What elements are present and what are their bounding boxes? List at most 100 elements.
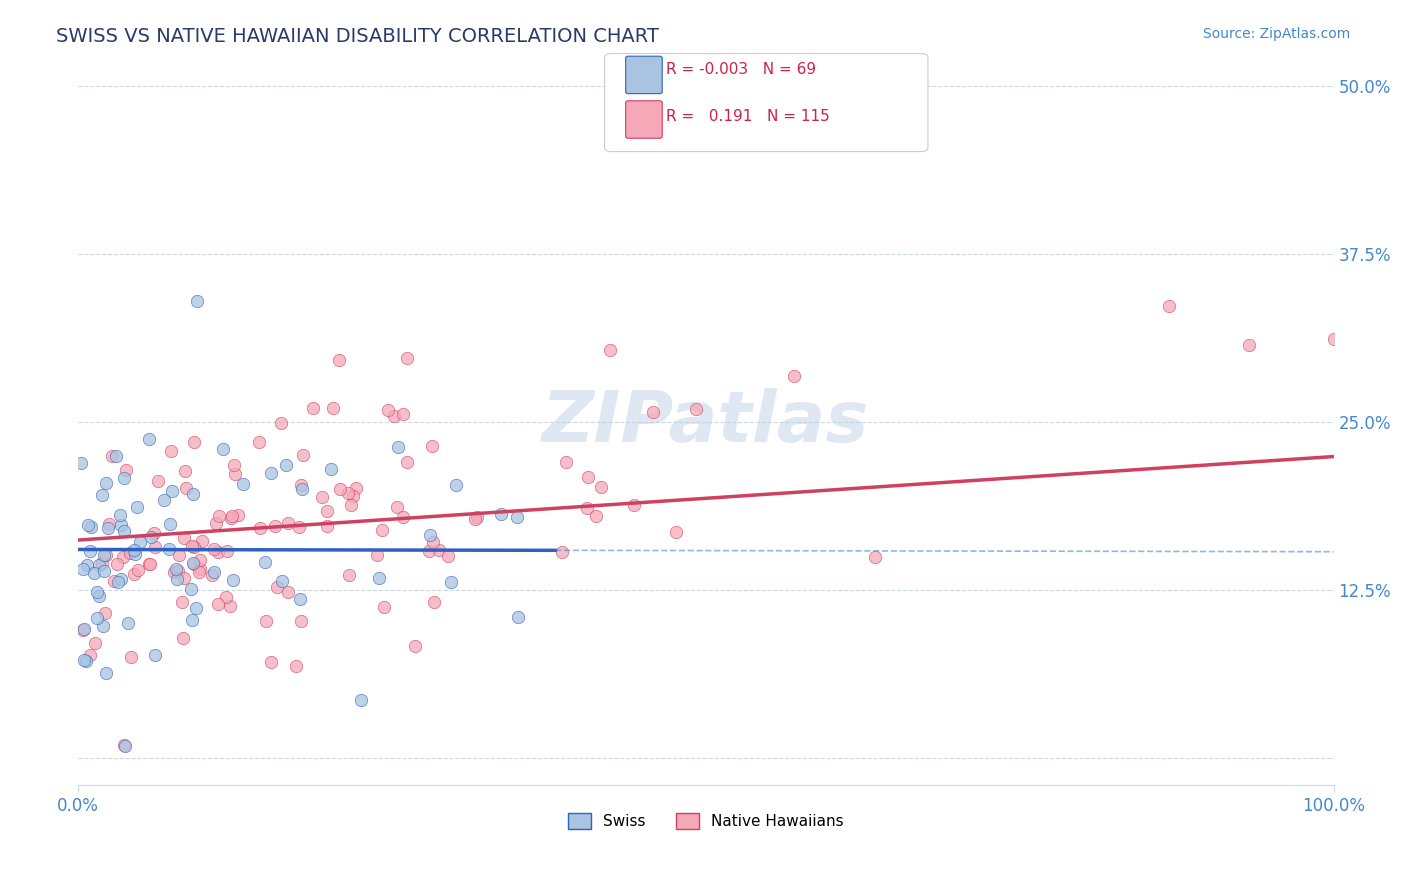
Point xyxy=(599,343,621,357)
Point xyxy=(72,562,94,576)
Point xyxy=(291,449,314,463)
Point xyxy=(208,508,231,523)
Point xyxy=(93,564,115,578)
Point xyxy=(91,556,114,570)
Point xyxy=(222,458,245,472)
Point xyxy=(129,535,152,549)
Point xyxy=(337,485,360,500)
Point xyxy=(290,478,312,492)
Point xyxy=(207,597,229,611)
Point xyxy=(186,293,208,308)
Point xyxy=(350,692,373,706)
Point xyxy=(138,557,160,571)
Text: R = -0.003   N = 69: R = -0.003 N = 69 xyxy=(666,62,817,77)
Point xyxy=(174,481,197,495)
Point xyxy=(277,516,299,530)
Point xyxy=(163,565,186,579)
Point xyxy=(167,564,190,578)
Point xyxy=(160,443,183,458)
Point xyxy=(91,619,114,633)
Point xyxy=(174,464,197,478)
Point xyxy=(427,543,450,558)
Point xyxy=(112,471,135,485)
Point xyxy=(89,589,111,603)
Point xyxy=(73,622,96,636)
Text: SWISS VS NATIVE HAWAIIAN DISABILITY CORRELATION CHART: SWISS VS NATIVE HAWAIIAN DISABILITY CORR… xyxy=(56,27,659,45)
Point xyxy=(465,510,488,524)
Point xyxy=(153,493,176,508)
Point xyxy=(491,507,513,521)
Point xyxy=(173,531,195,545)
Point xyxy=(392,407,415,421)
Point xyxy=(274,458,297,472)
Point xyxy=(685,402,707,417)
Point xyxy=(115,463,138,477)
Point xyxy=(79,648,101,662)
Point xyxy=(226,508,249,523)
Point xyxy=(138,433,160,447)
Point xyxy=(94,476,117,491)
Point xyxy=(146,474,169,488)
Point xyxy=(1322,332,1344,346)
Point xyxy=(266,580,288,594)
Point xyxy=(97,521,120,535)
Point xyxy=(382,409,405,423)
Legend: Swiss, Native Hawaiians: Swiss, Native Hawaiians xyxy=(562,807,849,836)
Point xyxy=(395,454,418,468)
Point xyxy=(290,614,312,628)
Point xyxy=(377,402,399,417)
Point xyxy=(139,530,162,544)
Point xyxy=(555,455,578,469)
Point xyxy=(291,482,314,496)
Point xyxy=(643,405,665,419)
Point xyxy=(366,548,388,562)
Point xyxy=(385,500,408,514)
Point xyxy=(264,519,287,533)
Point xyxy=(215,590,238,604)
Point xyxy=(576,500,599,515)
Point xyxy=(143,648,166,662)
Point xyxy=(311,490,333,504)
Point xyxy=(122,542,145,557)
Point xyxy=(204,516,226,531)
Point xyxy=(166,572,188,586)
Point xyxy=(339,498,361,512)
Point xyxy=(76,517,98,532)
Point xyxy=(188,562,211,576)
Point xyxy=(204,565,226,579)
Point xyxy=(76,558,98,573)
Point xyxy=(370,523,392,537)
Point xyxy=(201,568,224,582)
Point xyxy=(665,525,688,540)
Point xyxy=(138,557,160,571)
Point xyxy=(585,508,607,523)
Point xyxy=(125,500,148,514)
Point xyxy=(373,600,395,615)
Point xyxy=(118,546,141,560)
Point xyxy=(84,636,107,650)
Point xyxy=(94,606,117,620)
Point xyxy=(550,545,572,559)
Point xyxy=(464,511,486,525)
Point xyxy=(117,616,139,631)
Point xyxy=(107,574,129,589)
Point xyxy=(387,440,409,454)
Point xyxy=(86,611,108,625)
Point xyxy=(143,541,166,555)
Point xyxy=(112,524,135,538)
Point xyxy=(589,480,612,494)
Point xyxy=(259,655,281,669)
Point xyxy=(181,487,204,501)
Point xyxy=(392,510,415,524)
Point xyxy=(301,401,323,416)
Point xyxy=(419,527,441,541)
Point xyxy=(254,614,277,628)
Point xyxy=(114,739,136,753)
Point xyxy=(337,568,360,582)
Point xyxy=(120,649,142,664)
Point xyxy=(288,520,311,534)
Point xyxy=(73,653,96,667)
Point xyxy=(422,534,444,549)
Point xyxy=(329,482,352,496)
Point xyxy=(184,601,207,615)
